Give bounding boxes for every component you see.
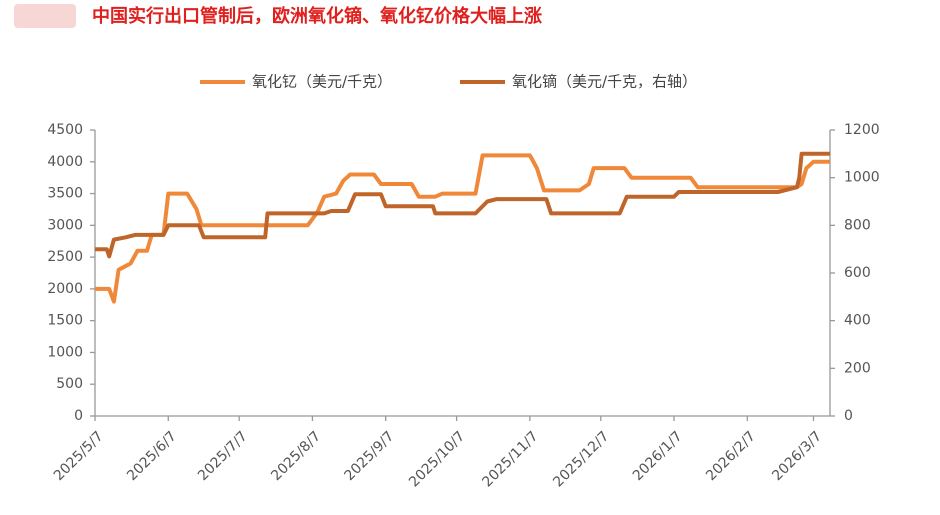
y-tick-label: 4500: [47, 122, 83, 138]
legend-label: 氧化镝（美元/千克，右轴）: [512, 73, 697, 91]
y-tick-label: 3000: [47, 217, 83, 233]
legend-label: 氧化钇（美元/千克）: [252, 73, 392, 91]
x-tick-label: 2025/7/7: [195, 428, 251, 484]
y-tick-label: 4000: [47, 154, 83, 170]
logo: [14, 4, 76, 28]
x-tick-label: 2026/2/7: [703, 428, 759, 484]
x-tick-label: 2025/5/7: [51, 428, 107, 484]
y2-tick-label: 200: [844, 360, 871, 376]
x-tick-label: 2025/12/7: [550, 428, 612, 490]
y2-tick-label: 1000: [844, 170, 880, 186]
x-tick-label: 2026/1/7: [630, 428, 686, 484]
x-tick-label: 2025/11/7: [479, 428, 541, 490]
y2-tick-label: 400: [844, 313, 871, 329]
chart-title: 中国实行出口管制后，欧洲氧化镝、氧化钇价格大幅上涨: [92, 5, 542, 27]
y-tick-label: 2000: [47, 281, 83, 297]
y-tick-label: 2500: [47, 249, 83, 265]
x-tick-label: 2025/9/7: [342, 428, 398, 484]
y2-tick-label: 800: [844, 217, 871, 233]
y-tick-label: 1000: [47, 344, 83, 360]
y2-tick-label: 1200: [844, 122, 880, 138]
y2-tick-label: 600: [844, 265, 871, 281]
y-tick-label: 3500: [47, 186, 83, 202]
x-tick-label: 2025/8/7: [268, 428, 324, 484]
y2-tick-label: 0: [844, 408, 853, 424]
x-tick-label: 2025/6/7: [124, 428, 180, 484]
series-line: [95, 153, 830, 304]
x-tick-label: 2026/3/7: [769, 428, 825, 484]
y-tick-label: 0: [74, 408, 83, 424]
y-tick-label: 500: [56, 376, 83, 392]
series-line: [95, 151, 830, 259]
x-tick-label: 2025/10/7: [406, 428, 468, 490]
y-tick-label: 1500: [47, 313, 83, 329]
